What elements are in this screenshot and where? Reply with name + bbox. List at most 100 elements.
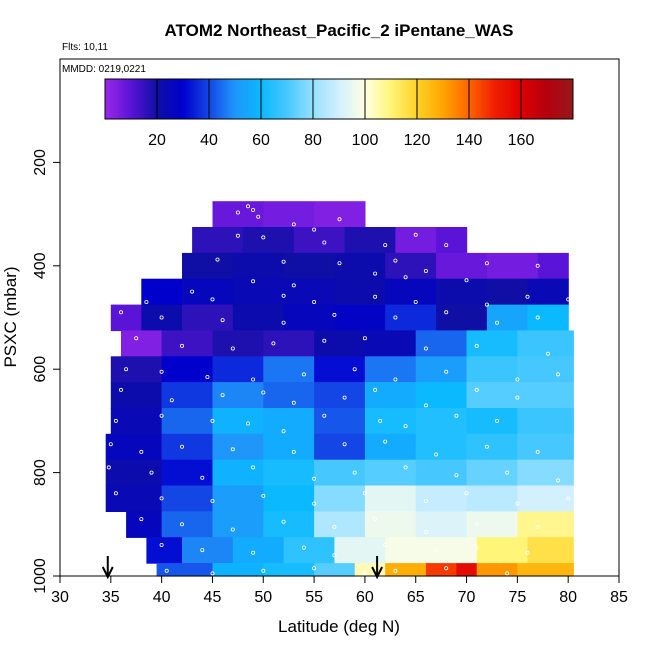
sample-point [494,418,499,423]
colorbar-step [513,79,517,119]
sample-point [444,369,449,374]
colorbar-step [396,79,400,119]
colorbar-step [541,79,545,119]
colorbar-step [170,79,173,119]
heatmap-cell [415,382,468,409]
heatmap-cell [415,408,468,435]
sample-point [342,442,347,447]
colorbar-step [492,79,496,119]
heatmap-cell [182,278,234,306]
colorbar-step [510,79,514,119]
sample-point [179,522,184,527]
y-tick-label: 200 [32,149,49,176]
sample-point [108,442,113,447]
colorbar-step [133,79,137,119]
sample-point [454,413,459,418]
heatmap-cell [283,278,335,306]
colorbar-step [526,79,530,119]
colorbar-step [255,79,259,119]
colorbar-step [430,79,433,119]
heatmap-cell [466,459,518,487]
heatmap-cell [263,563,315,577]
sample-point [378,418,383,423]
colorbar-step [183,79,186,119]
sample-point [159,369,164,374]
colorbar-step [341,79,345,119]
colorbar-step [458,79,462,119]
sample-point [261,568,266,573]
heatmap-cell [182,537,234,564]
colorbar-step [466,79,470,119]
colorbar-step [528,79,532,119]
latitude-arrow [371,556,383,580]
colorbar-step [125,79,129,119]
heatmap-cell [263,433,315,461]
colorbar-step [268,79,272,119]
heatmap-cell [385,252,437,280]
heatmap-cell [527,278,569,306]
colorbar-step [474,79,478,119]
colorbar-step [177,79,181,119]
colorbar-step [258,79,262,119]
heatmap-cell [263,382,315,409]
heatmap-cell [232,537,285,564]
sample-point [373,294,378,299]
sample-point [535,449,540,454]
heatmap-cell [425,563,457,577]
colorbar-step [292,79,296,119]
colorbar-step [216,79,220,119]
sample-point [256,214,261,219]
colorbar-tick-label: 140 [456,132,483,149]
sample-point [373,517,378,522]
sample-point [312,566,317,571]
heatmap-cell [283,304,335,332]
colorbar-step [266,79,270,119]
sample-point [169,274,174,279]
heatmap-cell [293,227,346,254]
colorbar-step [554,79,558,119]
colorbar-step [531,79,535,119]
colorbar-tick-label: 80 [304,132,322,149]
sample-point [301,545,306,550]
heatmap-cell [161,408,213,435]
sample-point [124,367,129,372]
heatmap-cell [161,330,213,357]
colorbar-step [157,79,160,119]
colorbar-step [398,79,402,119]
heatmap-cell [415,511,468,538]
heatmap-cell [161,511,213,538]
sample-point [235,210,240,215]
sample-point [515,395,520,400]
colorbar-step [357,79,361,119]
colorbar-step [404,79,407,119]
heatmap-cell [212,356,264,383]
colorbar-step [409,79,413,119]
colorbar-step [274,79,277,119]
x-tick-label: 85 [610,589,628,606]
sample-point [322,413,327,418]
heatmap-cell [537,252,569,280]
colorbar-step [263,79,267,119]
heatmap-cell [385,537,437,564]
colorbar-step [495,79,498,119]
heatmap-cell [334,252,386,280]
heatmap-cell [182,304,234,332]
heatmap-cell [212,459,264,487]
colorbar-step [253,79,257,119]
colorbar-step [141,79,145,119]
colorbar-step [318,79,322,119]
heatmap-cell [232,304,285,332]
sample-point [342,395,347,400]
sample-point [423,530,428,535]
colorbar-step [261,79,264,119]
heatmap [105,201,574,577]
sample-point [210,498,215,503]
colorbar-step [214,79,218,119]
heatmap-cell [517,356,574,383]
sample-point [393,377,398,382]
colorbar-step [352,79,355,119]
colorbar-step [393,79,397,119]
heatmap-cell [263,511,315,538]
heatmap-cell [517,382,574,409]
sample-point [383,543,388,548]
